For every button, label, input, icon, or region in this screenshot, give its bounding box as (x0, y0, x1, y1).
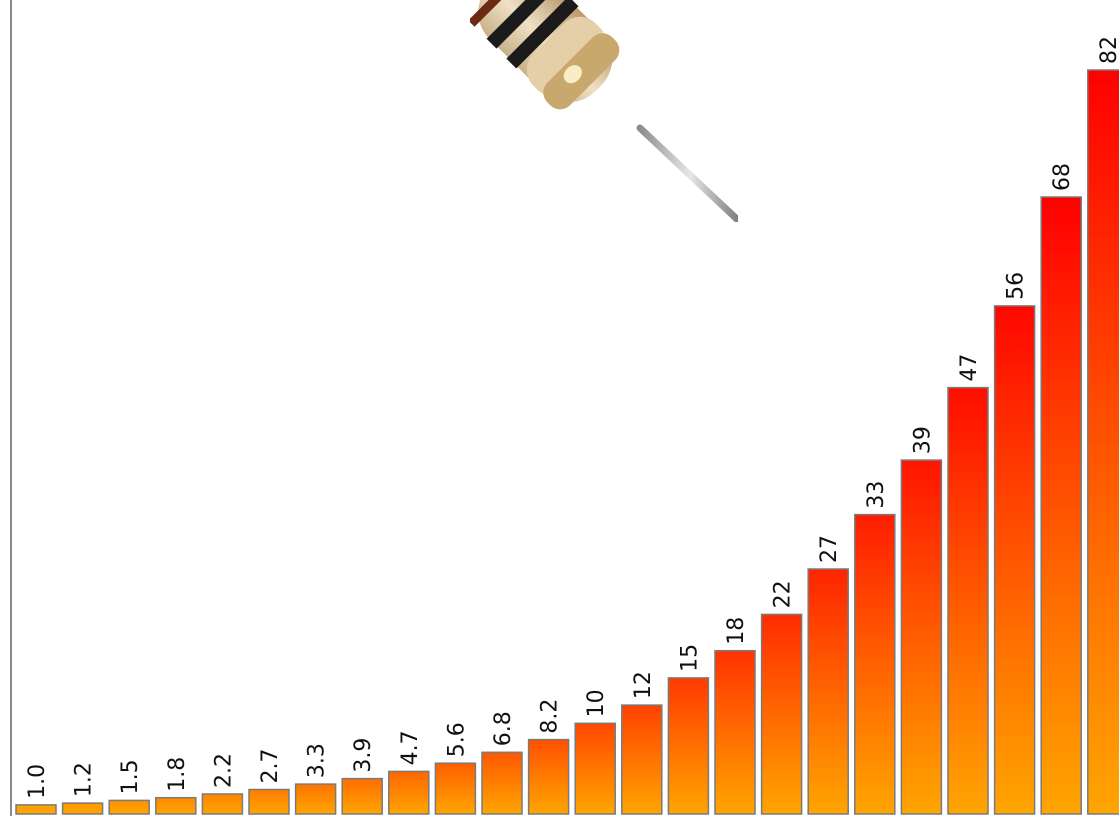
bar-label-8.2: 8.2 (538, 699, 563, 734)
bar-1.5 (108, 799, 150, 815)
bar-label-6.8: 6.8 (491, 711, 516, 746)
bar-18 (714, 649, 756, 815)
bar-8.2 (527, 738, 570, 815)
bar-label-68: 68 (1050, 163, 1075, 191)
bar-33 (854, 513, 896, 815)
bar-label-47: 47 (957, 354, 982, 382)
bar-3.3 (294, 783, 337, 815)
bar-label-1.8: 1.8 (165, 757, 190, 792)
bar-label-1.5: 1.5 (118, 759, 143, 794)
bar-label-1.0: 1.0 (25, 764, 50, 799)
bar-label-39: 39 (910, 426, 935, 454)
bar-label-1.2: 1.2 (72, 762, 97, 797)
bar-6.8 (481, 751, 523, 815)
bar-label-12: 12 (631, 671, 656, 699)
bar-label-3.3: 3.3 (305, 743, 330, 778)
resistor-icon (470, 0, 738, 222)
bar-label-2.7: 2.7 (258, 749, 283, 784)
bar-2.7 (248, 788, 290, 815)
bar-4.7 (388, 770, 430, 815)
bar-label-82: 82 (1097, 36, 1119, 64)
bar-label-27: 27 (817, 535, 842, 563)
bar-label-10: 10 (584, 689, 609, 717)
bar-27 (807, 568, 849, 815)
bar-1.2 (61, 802, 104, 815)
bar-label-18: 18 (724, 617, 749, 645)
bar-1.0 (15, 804, 57, 815)
bars-group (15, 69, 1119, 815)
bar-label-4.7: 4.7 (398, 730, 423, 765)
bar-label-5.6: 5.6 (444, 722, 469, 757)
bar-label-15: 15 (677, 644, 702, 672)
bar-5.6 (434, 762, 477, 815)
bar-2.2 (201, 793, 244, 815)
bar-68 (1040, 196, 1082, 815)
bar-label-2.2: 2.2 (211, 753, 236, 788)
bar-22 (760, 613, 803, 815)
bar-label-22: 22 (771, 580, 796, 608)
bar-10 (574, 722, 616, 815)
bar-3.9 (341, 777, 383, 815)
bar-label-3.9: 3.9 (351, 738, 376, 773)
bar-label-33: 33 (864, 481, 889, 509)
bar-82 (1087, 69, 1119, 815)
bar-1.8 (155, 796, 197, 815)
bar-label-56: 56 (1004, 272, 1029, 300)
bar-56 (993, 305, 1036, 815)
bar-39 (900, 459, 943, 815)
bar-47 (947, 386, 989, 815)
bar-12 (621, 704, 663, 815)
bar-labels-group: 1.0 1.2 1.5 1.8 2.2 2.7 3.3 3.9 4.7 5.6 6.8 8.2 10 12… (25, 36, 1119, 799)
bar-15 (667, 677, 710, 815)
